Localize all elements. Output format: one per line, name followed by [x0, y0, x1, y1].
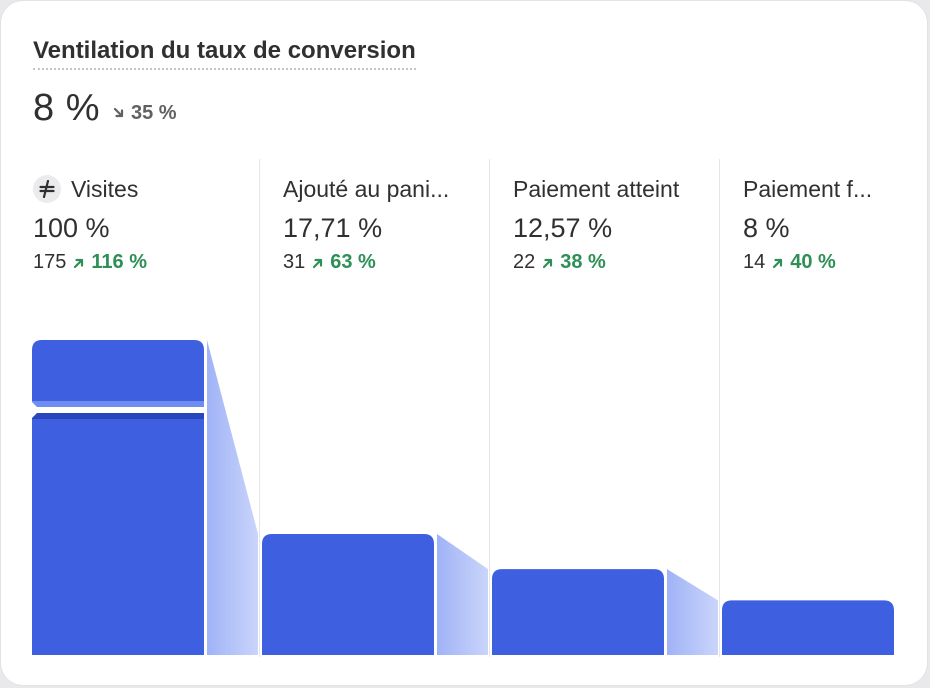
axis-break-band: [32, 413, 204, 419]
funnel-step-checkout-completed: Paiement f... 8 % 14 40 %: [743, 173, 872, 274]
funnel-bar-3[interactable]: [492, 569, 664, 655]
conversion-rate-change-value: 35 %: [130, 101, 177, 124]
arrow-up-right-icon: [771, 256, 785, 270]
funnel-step-added-to-cart: Ajouté au pani... 17,71 % 31 63 %: [283, 173, 449, 274]
step-label: Ajouté au pani...: [283, 175, 450, 202]
conversion-rate-change: 35 %: [112, 102, 177, 125]
step-change: 63 %: [311, 251, 376, 274]
column-divider: [259, 159, 260, 657]
step-count: 22: [513, 251, 536, 273]
column-divider: [489, 159, 490, 657]
funnel-connector-3: [667, 569, 718, 655]
step-percentage: 8 %: [743, 213, 790, 243]
scale-break-icon: [33, 175, 61, 203]
column-divider: [719, 159, 720, 657]
step-percentage: 17,71 %: [283, 213, 383, 243]
conversion-rate-value: 8 %: [33, 87, 100, 129]
step-percentage: 12,57 %: [513, 213, 613, 243]
funnel-connector-1: [207, 340, 258, 655]
funnel-bar-1[interactable]: [32, 340, 204, 655]
arrow-down-right-icon: [112, 106, 126, 120]
step-label: Paiement f...: [743, 175, 873, 202]
arrow-up-right-icon: [311, 256, 325, 270]
funnel-step-visits: Visites 100 % 175 116 %: [33, 173, 147, 274]
axis-break-notch: [31, 401, 40, 419]
funnel-bar-4[interactable]: [722, 600, 894, 655]
step-change: 116 %: [72, 251, 147, 274]
arrow-up-right-icon: [72, 256, 86, 270]
step-percentage: 100 %: [33, 213, 110, 243]
axis-break-gap: [32, 407, 204, 413]
funnel-bar-2[interactable]: [262, 534, 434, 655]
conversion-summary: 8 % 35 %: [33, 87, 177, 130]
step-label: Visites: [71, 175, 139, 202]
axis-break-band: [32, 401, 204, 407]
arrow-up-right-icon: [541, 256, 555, 270]
step-count: 14: [743, 251, 766, 273]
step-count: 175: [33, 251, 67, 273]
step-change: 38 %: [541, 251, 606, 274]
funnel-connector-2: [437, 534, 488, 655]
step-change: 40 %: [771, 251, 836, 274]
card-title[interactable]: Ventilation du taux de conversion: [33, 37, 416, 70]
step-label: Paiement atteint: [513, 175, 680, 202]
funnel-step-checkout-reached: Paiement atteint 12,57 % 22 38 %: [513, 173, 679, 274]
step-count: 31: [283, 251, 306, 273]
